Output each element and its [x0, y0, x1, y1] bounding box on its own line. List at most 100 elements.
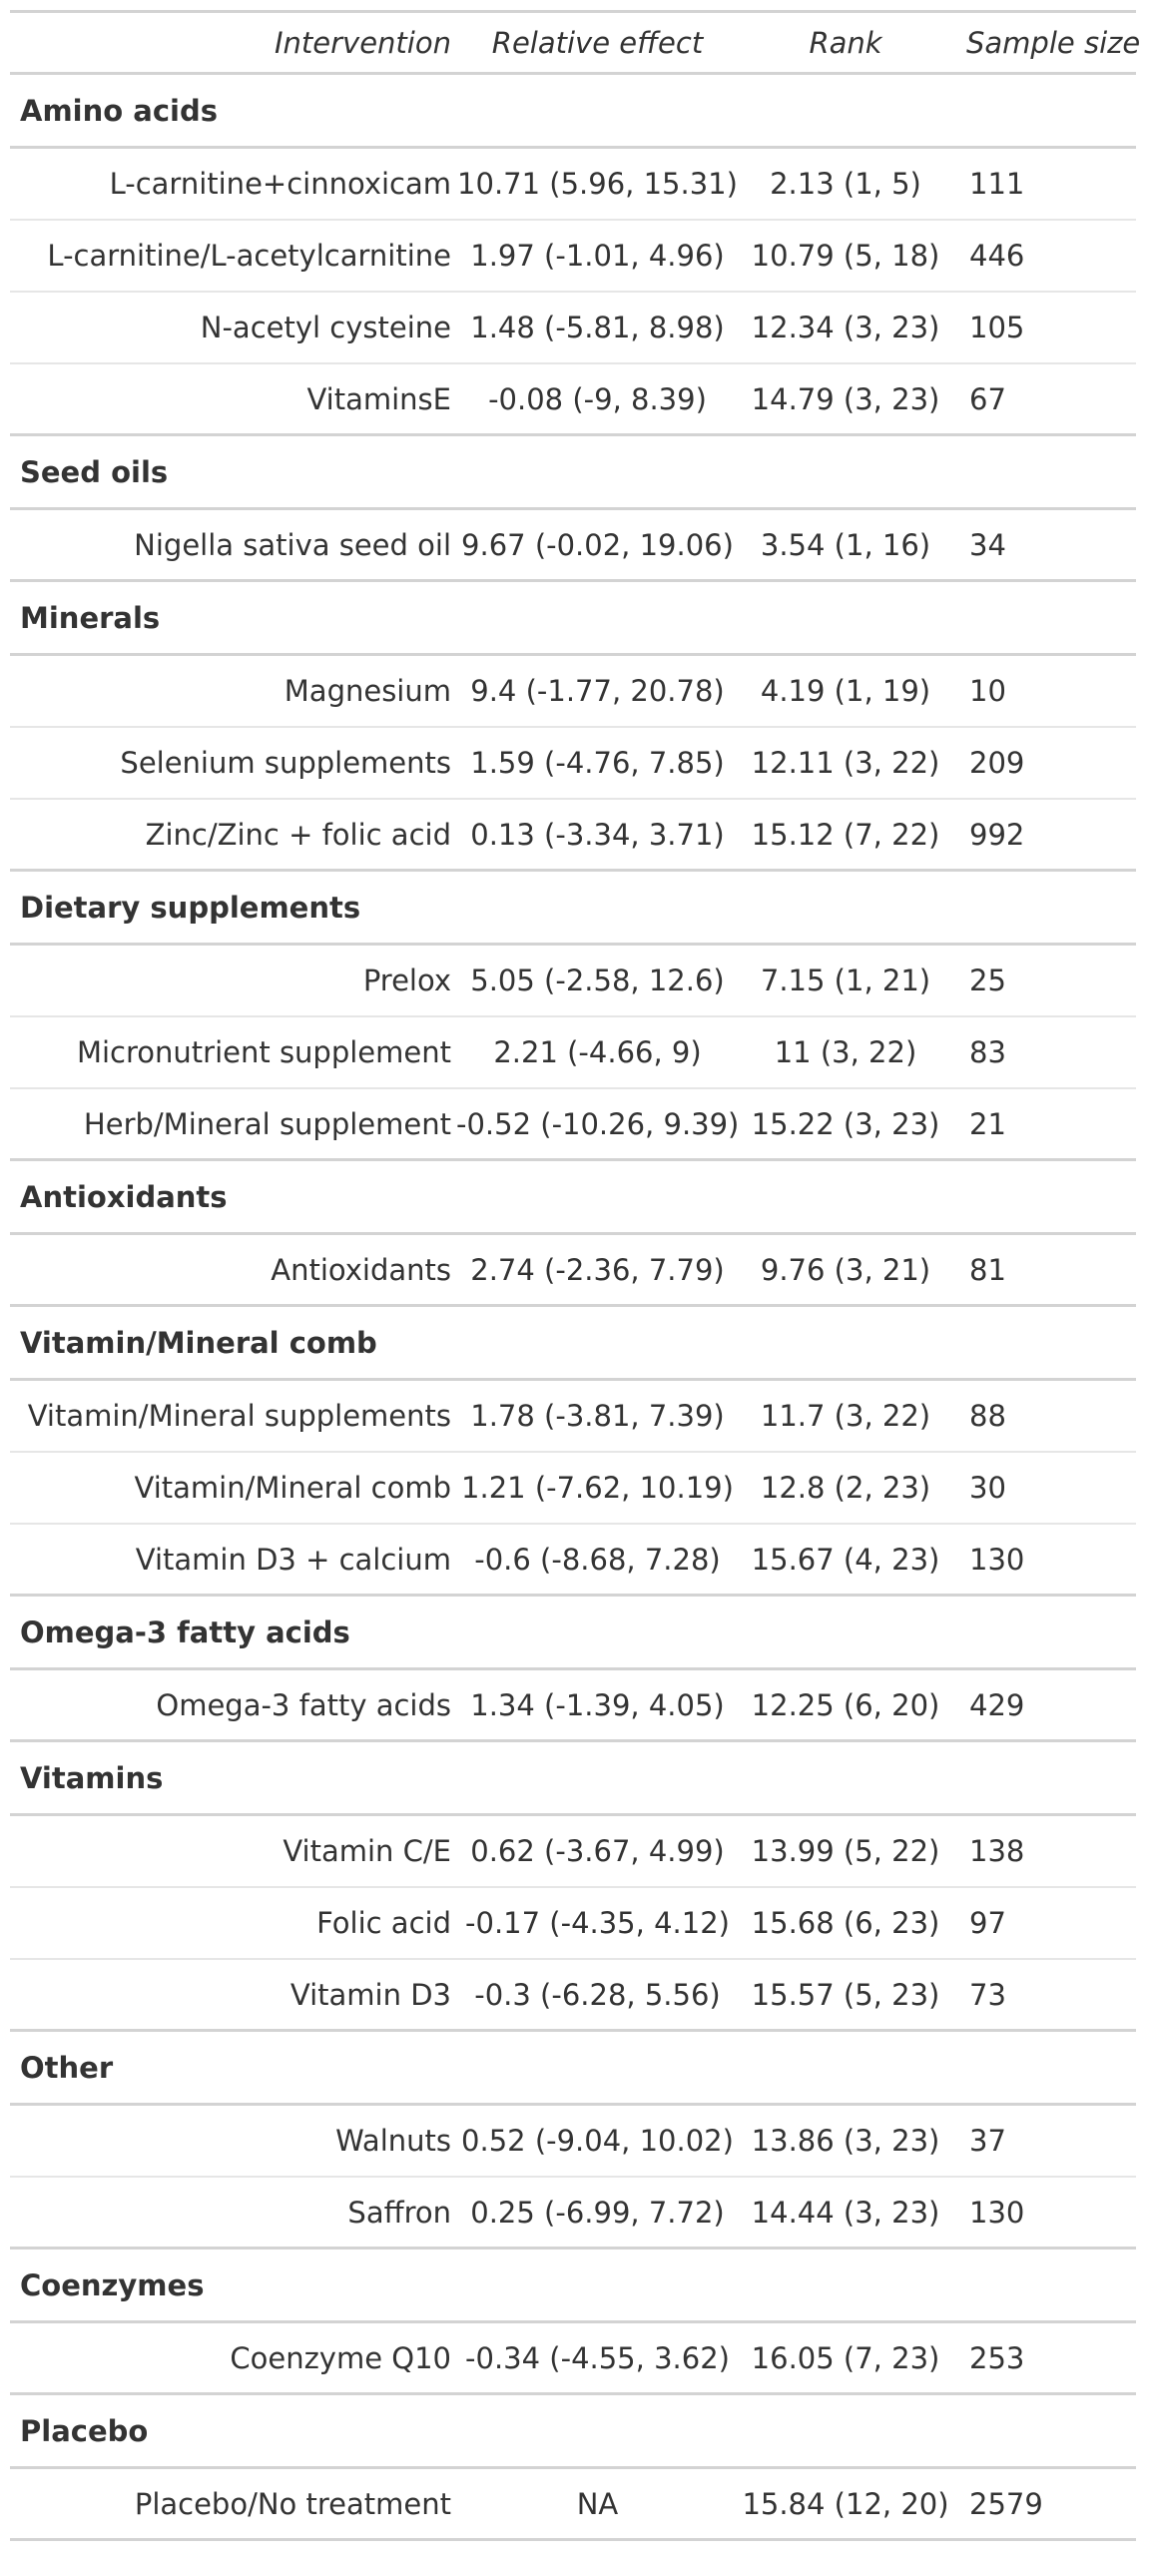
intervention-cell: N-acetyl cysteine	[200, 311, 451, 344]
relative-effect-cell: 1.78 (-3.81, 7.39)	[470, 1399, 725, 1433]
intervention-cell: VitaminsE	[306, 381, 451, 416]
table-row: Vitamin D3 -0.3 (-6.28, 5.56) 15.57 (5, 23…	[10, 1960, 1136, 2032]
sample-size-cell: 97	[969, 1906, 1006, 1940]
table-row: Magnesium 9.4 (-1.77, 20.78) 4.19 (1, 19) 1…	[10, 656, 1136, 728]
group-header-row: Omega-3 fatty acids	[10, 1597, 1136, 1670]
intervention-cell: L-carnitine+cinnoxicam	[109, 167, 451, 201]
table-header-row: Intervention Relative effect Rank Sample…	[10, 10, 1140, 75]
table-row: Vitamin D3 + calcium -0.6 (-8.68, 7.28) 15…	[10, 1525, 1136, 1597]
intervention-cell: Folic acid	[316, 1906, 451, 1940]
group-header-row: Vitamin/Mineral comb	[10, 1307, 1136, 1381]
rank-cell: 16.05 (7, 23)	[751, 2340, 940, 2375]
sample-size-cell: 10	[969, 674, 1006, 708]
rank-cell: 15.57 (5, 23)	[751, 1977, 940, 2012]
relative-effect-cell: 2.21 (-4.66, 9)	[493, 1035, 702, 1069]
sample-size-cell: 83	[969, 1035, 1006, 1069]
group-header-row: Placebo	[10, 2395, 1136, 2469]
group-label: Coenzymes	[20, 2267, 205, 2302]
header-intervention: Intervention	[274, 25, 451, 60]
sample-size-cell: 88	[969, 1399, 1006, 1433]
table-row: Vitamin/Mineral comb 1.21 (-7.62, 10.19) 1…	[10, 1453, 1136, 1525]
relative-effect-cell: 5.05 (-2.58, 12.6)	[470, 964, 725, 997]
rank-cell: 12.34 (3, 23)	[751, 311, 940, 344]
relative-effect-cell: -0.34 (-4.55, 3.62)	[465, 2340, 730, 2375]
table-row: L-carnitine+cinnoxicam 10.71 (5.96, 15.31…	[10, 149, 1136, 221]
relative-effect-cell: 10.71 (5.96, 15.31)	[457, 167, 738, 201]
table-row: VitaminsE -0.08 (-9, 8.39) 14.79 (3, 23) 67	[10, 364, 1136, 436]
rank-cell: 12.8 (2, 23)	[760, 1471, 931, 1505]
header-relative-effect: Relative effect	[491, 25, 704, 60]
sample-size-cell: 2579	[969, 2486, 1043, 2521]
sample-size-cell: 429	[969, 1687, 1025, 1722]
table-row: Folic acid -0.17 (-4.35, 4.12) 15.68 (6, 2…	[10, 1888, 1136, 1960]
group-header-row: Amino acids	[10, 75, 1136, 149]
sample-size-cell: 34	[969, 527, 1006, 562]
relative-effect-cell: 9.67 (-0.02, 19.06)	[461, 527, 734, 562]
group-header-row: Seed oils	[10, 436, 1136, 510]
sample-size-cell: 446	[969, 239, 1025, 273]
group-header-row: Minerals	[10, 582, 1136, 656]
table-row: Antioxidants 2.74 (-2.36, 7.79) 9.76 (3, 2…	[10, 1235, 1136, 1307]
rank-cell: 11 (3, 22)	[774, 1035, 917, 1069]
relative-effect-cell: 0.25 (-6.99, 7.72)	[470, 2195, 725, 2230]
group-header-row: Other	[10, 2032, 1136, 2106]
intervention-cell: Nigella sativa seed oil	[134, 527, 451, 562]
group-label: Antioxidants	[20, 1179, 228, 1214]
sample-size-cell: 209	[969, 746, 1025, 780]
intervention-cell: Coenzyme Q10	[230, 2340, 451, 2375]
rank-cell: 9.76 (3, 21)	[760, 1252, 931, 1287]
table-row: Omega-3 fatty acids 1.34 (-1.39, 4.05) 12.…	[10, 1670, 1136, 1742]
intervention-cell: Walnuts	[335, 2124, 451, 2158]
group-label: Vitamins	[20, 1760, 164, 1795]
intervention-cell: Omega-3 fatty acids	[156, 1687, 451, 1722]
rank-cell: 15.22 (3, 23)	[751, 1106, 940, 1141]
sample-size-cell: 111	[969, 167, 1025, 201]
group-label: Minerals	[20, 600, 161, 635]
table-row: Vitamin/Mineral supplements 1.78 (-3.81, …	[10, 1381, 1136, 1453]
table-row: Saffron 0.25 (-6.99, 7.72) 14.44 (3, 23) 13…	[10, 2178, 1136, 2250]
table-row: Zinc/Zinc + folic acid 0.13 (-3.34, 3.71)…	[10, 800, 1136, 872]
sample-size-cell: 37	[969, 2124, 1006, 2158]
rank-cell: 2.13 (1, 5)	[770, 167, 921, 201]
relative-effect-cell: NA	[576, 2486, 619, 2521]
intervention-cell: Selenium supplements	[120, 746, 451, 780]
intervention-cell: Herb/Mineral supplement	[83, 1106, 451, 1141]
group-label: Vitamin/Mineral comb	[20, 1325, 377, 1360]
intervention-cell: Micronutrient supplement	[76, 1035, 451, 1069]
relative-effect-cell: 2.74 (-2.36, 7.79)	[470, 1252, 725, 1287]
intervention-cell: Antioxidants	[271, 1252, 451, 1287]
rank-cell: 3.54 (1, 16)	[760, 527, 931, 562]
group-label: Other	[20, 2050, 114, 2085]
intervention-cell: Vitamin D3 + calcium	[135, 1542, 451, 1577]
table-row: Placebo/No treatment NA 15.84 (12, 20) 2579	[10, 2469, 1136, 2541]
rank-cell: 12.11 (3, 22)	[751, 746, 940, 780]
rank-cell: 4.19 (1, 19)	[760, 674, 931, 708]
intervention-cell: Vitamin/Mineral comb	[134, 1471, 451, 1505]
intervention-cell: Placebo/No treatment	[134, 2486, 451, 2521]
intervention-cell: Magnesium	[284, 674, 451, 708]
intervention-cell: Vitamin/Mineral supplements	[27, 1399, 451, 1433]
relative-effect-cell: 0.62 (-3.67, 4.99)	[470, 1834, 725, 1868]
group-header-row: Antioxidants	[10, 1161, 1136, 1235]
sample-size-cell: 130	[969, 2195, 1025, 2230]
sample-size-cell: 130	[969, 1542, 1025, 1577]
sample-size-cell: 25	[969, 964, 1006, 997]
group-header-row: Vitamins	[10, 1742, 1136, 1816]
results-table: Intervention Relative effect Rank Sample…	[10, 10, 1140, 2541]
relative-effect-cell: -0.6 (-8.68, 7.28)	[474, 1542, 721, 1577]
header-rank: Rank	[809, 25, 882, 60]
sample-size-cell: 30	[969, 1471, 1006, 1505]
group-label: Omega-3 fatty acids	[20, 1614, 350, 1649]
relative-effect-cell: -0.52 (-10.26, 9.39)	[456, 1106, 740, 1141]
sample-size-cell: 992	[969, 817, 1025, 852]
sample-size-cell: 81	[969, 1252, 1006, 1287]
relative-effect-cell: 1.48 (-5.81, 8.98)	[470, 311, 725, 344]
sample-size-cell: 138	[969, 1834, 1025, 1868]
table-row: Herb/Mineral supplement -0.52 (-10.26, 9.…	[10, 1089, 1136, 1161]
rank-cell: 15.84 (12, 20)	[742, 2486, 949, 2521]
table-row: N-acetyl cysteine 1.48 (-5.81, 8.98) 12.34…	[10, 293, 1136, 364]
sample-size-cell: 105	[969, 311, 1025, 344]
relative-effect-cell: 9.4 (-1.77, 20.78)	[470, 674, 725, 708]
sample-size-cell: 73	[969, 1977, 1006, 2012]
intervention-cell: Vitamin D3	[289, 1977, 451, 2012]
